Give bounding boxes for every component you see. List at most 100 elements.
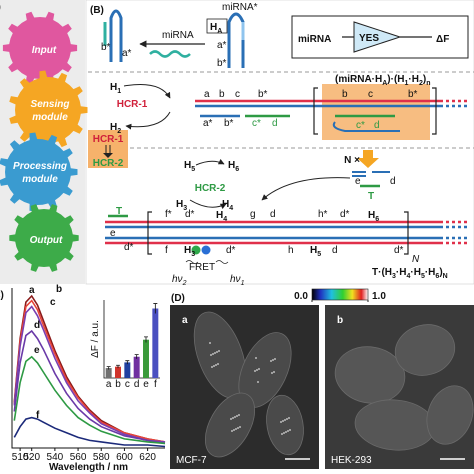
ha-box bbox=[206, 18, 228, 34]
hcr-label: HCR-2 bbox=[195, 183, 226, 194]
hairpin-label: HA bbox=[210, 22, 222, 35]
text-part: N bbox=[443, 273, 448, 280]
domain-label: b* bbox=[258, 89, 268, 100]
x-tick-label: 510 bbox=[12, 452, 29, 463]
text-part: 4 bbox=[229, 205, 233, 212]
hairpin-label: H4 bbox=[222, 199, 233, 212]
y-axis-label: ΔF / a.u. bbox=[90, 320, 101, 358]
module-label: Input bbox=[32, 45, 57, 56]
signal-dot bbox=[231, 430, 233, 432]
hcr-box bbox=[88, 130, 128, 168]
text-part: ·H bbox=[410, 267, 421, 278]
domain-label: b* bbox=[101, 42, 111, 53]
colorbar-label: 0.0 bbox=[294, 291, 308, 302]
panel-label: (D) bbox=[171, 293, 185, 304]
series-label: d bbox=[34, 320, 40, 331]
hairpin bbox=[227, 12, 245, 68]
hairpin-label: H6 bbox=[228, 160, 239, 173]
domain-label: c bbox=[368, 89, 373, 100]
signal-dot bbox=[237, 427, 239, 429]
arrow-head bbox=[103, 153, 113, 158]
text-part: ·H bbox=[425, 267, 436, 278]
text-part: 6 bbox=[435, 273, 439, 280]
panel-label: (B) bbox=[90, 5, 104, 16]
domain-label: a* bbox=[122, 48, 132, 59]
signal-dot bbox=[236, 415, 238, 417]
text-part: 2 bbox=[419, 80, 423, 87]
gear bbox=[9, 70, 88, 150]
spectrum-line bbox=[13, 305, 166, 443]
text-part: hν bbox=[172, 274, 183, 285]
photon-wave bbox=[185, 260, 199, 264]
text-part: H bbox=[310, 245, 317, 256]
text-part: ·H bbox=[408, 74, 419, 85]
text-part: )·(H bbox=[387, 74, 404, 85]
signal-dot bbox=[281, 433, 283, 435]
text-part: H bbox=[184, 160, 191, 171]
product-label: T·(H3·H4·H5·H6)N bbox=[372, 267, 448, 280]
x-tick-label: 620 bbox=[139, 452, 156, 463]
module-label: module bbox=[32, 112, 68, 123]
text-part: 4 bbox=[223, 216, 227, 223]
signal-dot bbox=[270, 360, 272, 362]
mirna-label: miRNA bbox=[162, 30, 194, 41]
spectrum-line bbox=[13, 416, 166, 448]
signal-dot bbox=[282, 420, 284, 422]
text-part: H bbox=[216, 210, 223, 221]
signal-dot bbox=[286, 418, 288, 420]
signal-dot bbox=[213, 365, 215, 367]
hairpin-label: H6 bbox=[368, 210, 379, 223]
gate-input: miRNA bbox=[298, 34, 331, 45]
photon-label: hν2 bbox=[172, 274, 187, 287]
bar bbox=[105, 368, 112, 378]
text-part: 6 bbox=[235, 166, 239, 173]
signal-dot bbox=[209, 342, 211, 344]
arrow bbox=[189, 199, 227, 210]
spectrum-line bbox=[13, 329, 166, 445]
text-part: H bbox=[228, 160, 235, 171]
signal-dot bbox=[230, 418, 232, 420]
text-part: T·(H bbox=[372, 267, 392, 278]
signal-dot bbox=[272, 359, 274, 361]
domain-label: b bbox=[342, 89, 348, 100]
hairpin-label: H2 bbox=[110, 122, 121, 135]
strand bbox=[440, 225, 468, 240]
signal-dot bbox=[239, 426, 241, 428]
series-label: b bbox=[56, 284, 62, 295]
strand bbox=[352, 171, 390, 177]
cell-line-label: HEK-293 bbox=[331, 455, 372, 466]
text-part: H bbox=[184, 245, 191, 256]
signal-dot bbox=[217, 363, 219, 365]
t-label: T bbox=[368, 191, 374, 202]
panel-label: (C) bbox=[0, 290, 4, 301]
gate-symbol bbox=[353, 21, 402, 53]
domain-label: b bbox=[219, 89, 225, 100]
fret-donor bbox=[191, 245, 201, 255]
text-part: H bbox=[110, 82, 117, 93]
signal-dot bbox=[287, 430, 289, 432]
signal-dot bbox=[235, 428, 237, 430]
domain-label: f* bbox=[165, 209, 172, 220]
signal-dot bbox=[233, 429, 235, 431]
spectrum-line bbox=[13, 355, 166, 445]
signal-dot bbox=[234, 416, 236, 418]
domain-label: d* bbox=[394, 245, 404, 256]
signal-dot bbox=[216, 351, 218, 353]
t-label: T bbox=[116, 206, 122, 217]
x-tick-label: 580 bbox=[93, 452, 110, 463]
series-label: f bbox=[36, 410, 40, 421]
bar bbox=[124, 362, 131, 378]
colorbar bbox=[311, 288, 369, 301]
text-part: H bbox=[222, 199, 229, 210]
signal-dot bbox=[210, 354, 212, 356]
domain-label: c bbox=[235, 89, 240, 100]
domain-label: d bbox=[270, 209, 276, 220]
x-tick-label: d bbox=[134, 379, 140, 390]
domain-label: b* bbox=[217, 58, 227, 69]
domain-label: d bbox=[332, 245, 338, 256]
text-part: 2 bbox=[117, 128, 121, 135]
domain-label: b* bbox=[224, 118, 234, 129]
domain-label: g bbox=[250, 209, 256, 220]
cell bbox=[334, 346, 406, 404]
